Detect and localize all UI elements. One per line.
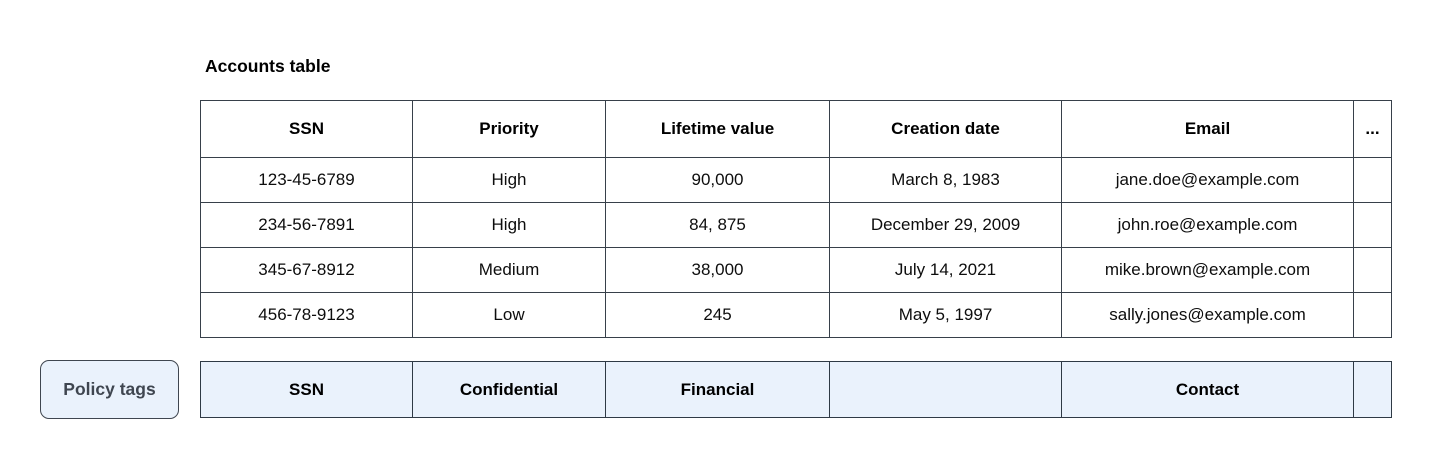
- policy-tag-empty-last: [1353, 361, 1392, 418]
- cell-email: mike.brown@example.com: [1061, 247, 1354, 293]
- cell-creation-date: December 29, 2009: [829, 202, 1062, 248]
- column-header-more: ...: [1353, 100, 1392, 158]
- column-header-lifetime-value: Lifetime value: [605, 100, 830, 158]
- policy-tags-cells: SSN Confidential Financial Contact: [200, 361, 1392, 418]
- column-header-creation-date: Creation date: [829, 100, 1062, 158]
- policy-tags-row: SSN Confidential Financial Contact: [200, 361, 1392, 418]
- table-row: 123-45-6789 High 90,000 March 8, 1983 ja…: [200, 157, 1392, 203]
- cell-lifetime-value: 84, 875: [605, 202, 830, 248]
- cell-ssn: 345-67-8912: [200, 247, 413, 293]
- cell-lifetime-value: 90,000: [605, 157, 830, 203]
- cell-creation-date: March 8, 1983: [829, 157, 1062, 203]
- cell-creation-date: July 14, 2021: [829, 247, 1062, 293]
- cell-more: [1353, 247, 1392, 293]
- cell-more: [1353, 202, 1392, 248]
- cell-email: sally.jones@example.com: [1061, 292, 1354, 338]
- cell-ssn: 234-56-7891: [200, 202, 413, 248]
- cell-lifetime-value: 245: [605, 292, 830, 338]
- cell-creation-date: May 5, 1997: [829, 292, 1062, 338]
- policy-tag-empty: [829, 361, 1062, 418]
- cell-priority: Medium: [412, 247, 606, 293]
- cell-priority: High: [412, 202, 606, 248]
- cell-email: john.roe@example.com: [1061, 202, 1354, 248]
- table-row: 345-67-8912 Medium 38,000 July 14, 2021 …: [200, 247, 1392, 293]
- policy-tag-confidential: Confidential: [412, 361, 606, 418]
- table-row: 456-78-9123 Low 245 May 5, 1997 sally.jo…: [200, 292, 1392, 338]
- cell-ssn: 123-45-6789: [200, 157, 413, 203]
- policy-tag-ssn: SSN: [200, 361, 413, 418]
- column-header-ssn: SSN: [200, 100, 413, 158]
- cell-more: [1353, 157, 1392, 203]
- cell-lifetime-value: 38,000: [605, 247, 830, 293]
- policy-tag-financial: Financial: [605, 361, 830, 418]
- cell-priority: Low: [412, 292, 606, 338]
- cell-ssn: 456-78-9123: [200, 292, 413, 338]
- policy-tag-contact: Contact: [1061, 361, 1354, 418]
- table-row: 234-56-7891 High 84, 875 December 29, 20…: [200, 202, 1392, 248]
- policy-tags-label: Policy tags: [40, 360, 179, 419]
- header-row: SSN Priority Lifetime value Creation dat…: [200, 100, 1392, 158]
- cell-email: jane.doe@example.com: [1061, 157, 1354, 203]
- column-header-email: Email: [1061, 100, 1354, 158]
- cell-priority: High: [412, 157, 606, 203]
- cell-more: [1353, 292, 1392, 338]
- table-title: Accounts table: [205, 56, 331, 76]
- accounts-table: SSN Priority Lifetime value Creation dat…: [200, 100, 1392, 338]
- column-header-priority: Priority: [412, 100, 606, 158]
